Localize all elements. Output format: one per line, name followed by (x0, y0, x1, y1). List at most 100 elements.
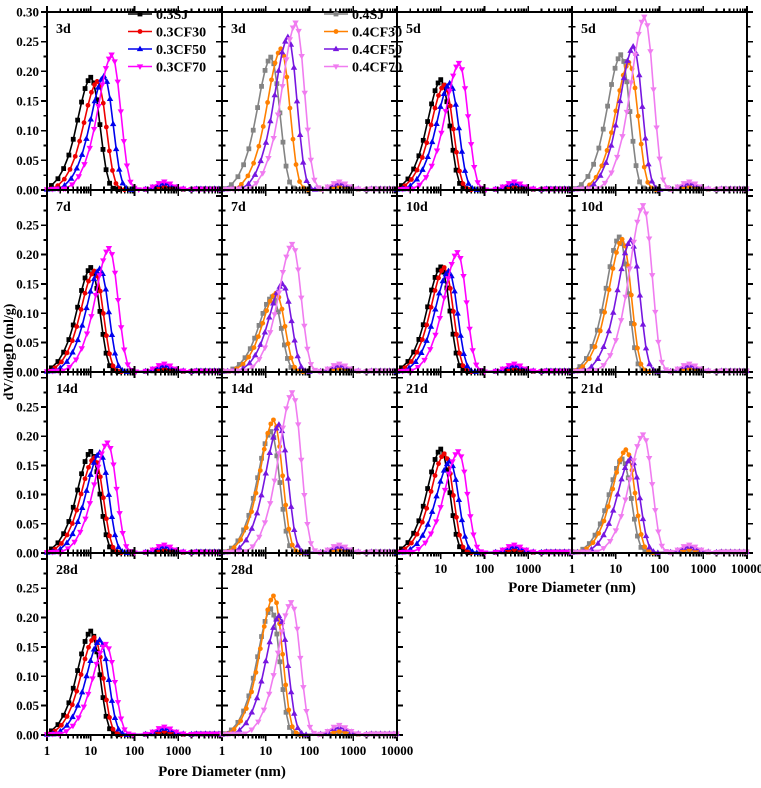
x-tick-label: 1 (569, 561, 576, 576)
curve-0.4CF50 (568, 43, 750, 192)
panel-border (221, 189, 398, 373)
legend-item: 0.3CF30 (128, 26, 206, 41)
y-tick-label: 0.05 (16, 698, 39, 713)
panel-border (571, 11, 748, 191)
curve-0.3SJ (398, 446, 575, 556)
panel-label: 21d (406, 382, 428, 397)
x-tick-label: 1 (219, 743, 226, 758)
y-tick-label: 0.15 (16, 94, 39, 109)
legend-label: 0.4CF70 (352, 61, 402, 76)
x-tick-label: 1000 (340, 743, 366, 758)
panel-label: 7d (56, 200, 71, 215)
panel-border (571, 371, 748, 554)
legend-item: 0.4SJ (324, 8, 384, 23)
y-tick-label: 0.25 (16, 34, 39, 49)
legend-label: 0.3CF50 (156, 43, 206, 58)
x-tick-label: 1000 (690, 561, 716, 576)
x-tick-label: 100 (475, 561, 495, 576)
y-tick-label: 0.20 (16, 429, 39, 444)
y-tick-label: 0.05 (16, 516, 39, 531)
curve-0.3SJ (48, 449, 225, 556)
curve-0.4CF50 (568, 455, 750, 555)
curve-0.3CF30 (44, 268, 225, 375)
panel-21d-col2: 1 10 100 1000 21d (391, 366, 578, 576)
curve-0.4CF30 (219, 593, 400, 737)
panel-border (396, 11, 573, 191)
panel-7d-col1: 7d (216, 184, 403, 378)
curve-0.3CF30 (394, 451, 575, 556)
x-tick-label: 10 (259, 743, 272, 758)
panel-28d-col1: 1 10 100 1000 10000 28d (216, 547, 413, 758)
panel-14d-col0: 0.00 0.05 0.10 0.15 0.20 0.25 14d (16, 366, 228, 561)
y-tick-label: 0.05 (16, 335, 39, 350)
panel-label: 28d (231, 563, 253, 578)
curve-0.3CF50 (43, 449, 225, 555)
x-tick-label: 1 (44, 743, 51, 758)
panel-label: 10d (406, 200, 428, 215)
curve-0.4CF30 (219, 290, 400, 375)
y-tick-label: 0.00 (16, 728, 39, 743)
curve-0.4CF70 (568, 432, 750, 557)
panel-label: 10d (581, 200, 603, 215)
curve-0.3SJ (398, 77, 575, 193)
panel-border (221, 371, 398, 554)
legend-label: 0.3SJ (156, 8, 188, 23)
y-tick-label: 0.05 (16, 153, 39, 168)
panel-10d-col3: 10d (566, 184, 753, 378)
x-tick-label: 10 (434, 561, 447, 576)
legend-item: 0.3SJ (128, 8, 188, 23)
curve-0.4CF70 (218, 600, 400, 739)
panel-5d-col3: 5d (566, 6, 753, 196)
panel-border (46, 189, 223, 373)
legend-label: 0.4CF50 (352, 43, 402, 58)
panel-7d-col0: 0.00 0.05 0.10 0.15 0.20 0.25 7d (16, 184, 228, 380)
panel-border (46, 371, 223, 554)
panel-label: 3d (56, 22, 71, 37)
curve-0.3CF70 (393, 250, 575, 376)
y-tick-label: 0.10 (16, 306, 39, 321)
legend-0.3-series: 0.3SJ 0.3CF30 0.3CF50 0.3CF70 (128, 8, 206, 76)
curve-0.3CF50 (43, 265, 225, 374)
curve-0.3CF70 (43, 440, 225, 557)
y-axis-title: dV/dlogD (ml/g) (2, 303, 17, 400)
y-tick-label: 0.15 (16, 639, 39, 654)
y-tick-label: 0.10 (16, 669, 39, 684)
legend-label: 0.4SJ (352, 8, 384, 23)
legend-item: 0.3CF70 (128, 61, 206, 76)
y-tick-label: 0.00 (16, 183, 39, 198)
y-tick-label: 0.00 (16, 365, 39, 380)
y-tick-label: 0.20 (16, 247, 39, 262)
legend-label: 0.3CF70 (156, 61, 206, 76)
panel-border (46, 552, 223, 736)
y-tick-label: 0.20 (16, 64, 39, 79)
y-tick-label: 0.15 (16, 458, 39, 473)
curve-0.4SJ (219, 606, 400, 738)
y-tick-label: 0.15 (16, 276, 39, 291)
curve-0.4SJ (569, 52, 750, 192)
panel-border (221, 552, 398, 736)
panel-border (396, 371, 573, 554)
x-tick-label: 10000 (381, 743, 414, 758)
panel-14d-col1: 14d (216, 366, 403, 559)
panel-label: 21d (581, 382, 603, 397)
curve-0.4CF50 (568, 236, 750, 374)
x-tick-label: 100 (125, 743, 145, 758)
panel-21d-col3: 1 10 100 1000 10000 21d (566, 366, 761, 576)
curve-0.3CF30 (44, 79, 225, 193)
x-tick-label: 1000 (165, 743, 191, 758)
curve-0.3CF50 (393, 79, 575, 192)
panel-label: 28d (56, 563, 78, 578)
y-tick-label: 0.25 (16, 400, 39, 415)
x-tick-label: 100 (300, 743, 320, 758)
curve-0.4CF50 (218, 612, 400, 737)
curve-0.3CF30 (394, 265, 575, 375)
x-axis-title-right: Pore Diameter (nm) (508, 580, 636, 596)
curve-0.3CF30 (394, 82, 575, 193)
legend-0.4-series: 0.4SJ 0.4CF30 0.4CF50 0.4CF70 (324, 8, 402, 76)
x-tick-label: 10 (609, 561, 622, 576)
x-tick-label: 10 (84, 743, 97, 758)
x-tick-label: 100 (650, 561, 670, 576)
legend-label: 0.3CF30 (156, 26, 206, 41)
